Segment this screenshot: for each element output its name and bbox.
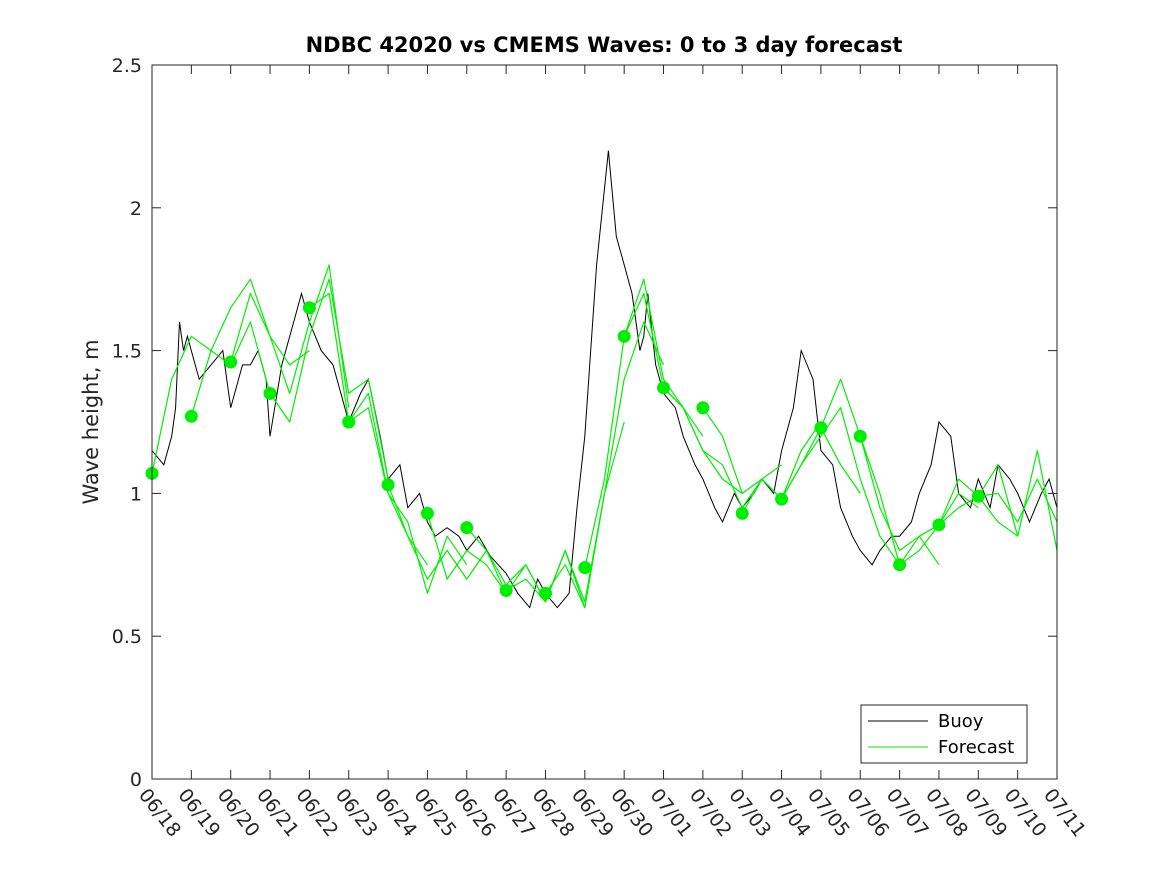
forecast-run-line [190,278,310,417]
forecast-marker [342,415,356,429]
legend-box [860,704,1028,764]
forecast-marker [381,478,395,492]
forecast-run-line [269,278,389,480]
forecast-run-line [545,321,665,609]
y-tick-label: 0 [130,769,142,791]
forecast-marker [224,355,238,369]
forecast-marker [184,409,198,423]
y-tick-label: 0.5 [112,626,142,648]
y-tick-label: 1.5 [112,341,142,363]
y-axis-label: Wave height, m [79,339,103,504]
forecast-marker [893,558,907,572]
forecast-run-line [781,407,901,566]
y-tick-label: 2 [130,198,142,220]
y-tick-label: 2.5 [112,55,142,77]
chart-title: NDBC 42020 vs CMEMS Waves: 0 to 3 day fo… [306,33,903,57]
legend-buoy-label: Buoy [938,711,984,732]
forecast-marker [302,301,316,315]
forecast-run-line [899,478,1019,566]
forecast-marker [617,329,631,343]
forecast-marker [735,506,749,520]
forecast-run-line [859,436,979,566]
buoy-line [151,150,1058,609]
forecast-marker [853,429,867,443]
forecast-marker [460,521,474,535]
forecast-marker [775,492,789,506]
forecast-run-line [978,478,1058,523]
axes-box [151,64,1058,780]
forecast-run-line [230,264,350,408]
forecast-marker [696,401,710,415]
legend: Buoy Forecast [860,704,1028,764]
forecast-run-line [348,392,468,594]
forecast-marker [420,506,434,520]
forecast-marker [971,489,985,503]
forecast-marker [814,421,828,435]
legend-forecast-label: Forecast [938,737,1014,758]
forecast-marker [538,586,552,600]
forecast-marker [578,561,592,575]
forecast-run-line [938,450,1058,551]
y-axis-ticks: 0 0.5 1 1.5 2 2.5 [112,55,1057,791]
forecast-marker [263,386,277,400]
y-tick-label: 1 [130,483,142,505]
plot-area [152,65,1057,779]
buoy-series [151,150,1058,609]
forecast-series [151,264,1058,609]
forecast-marker [657,381,671,395]
forecast-marker [499,584,513,598]
forecast-marker [932,518,946,532]
forecast-markers [145,301,985,600]
